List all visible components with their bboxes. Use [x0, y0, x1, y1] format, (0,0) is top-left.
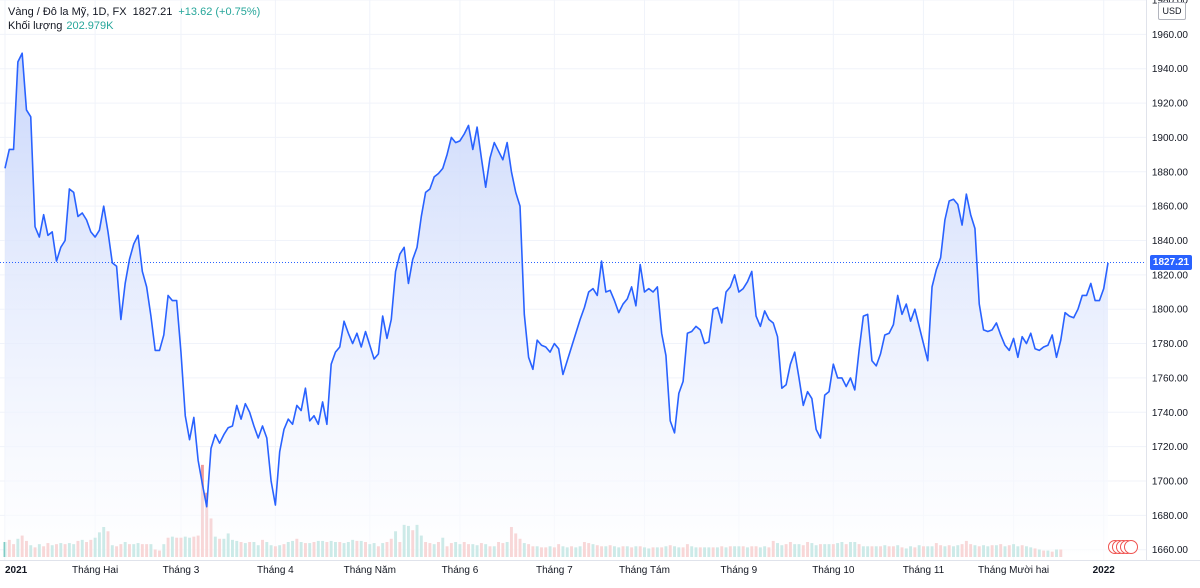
x-tick-label: 2022 [1093, 565, 1116, 576]
x-tick-label: Tháng 4 [257, 565, 294, 576]
y-tick-label: 1960.00 [1152, 30, 1189, 41]
x-tick-label: Tháng 11 [903, 565, 945, 576]
last-price-tag: 1827.21 [1150, 254, 1192, 270]
volume-row: Khối lượng 202.979K [8, 19, 260, 33]
y-tick-label: 1840.00 [1152, 236, 1189, 247]
x-tick-label: Tháng 7 [536, 565, 573, 576]
symbol-row: Vàng / Đô la Mỹ, 1D, FX 1827.21 +13.62 (+0… [8, 5, 260, 19]
x-axis[interactable]: 2021 Tháng Hai Tháng 3 Tháng 4 Tháng Năm Thán… [5, 565, 1115, 576]
y-tick-label: 1820.00 [1152, 270, 1189, 281]
y-tick-label: 1860.00 [1152, 202, 1189, 213]
x-tick-label: Tháng Năm [344, 565, 396, 576]
x-tick-label: Tháng Tám [619, 565, 670, 576]
y-tick-label: 1740.00 [1152, 408, 1189, 419]
chart-legend: Vàng / Đô la Mỹ, 1D, FX 1827.21 +13.62 (+0… [8, 5, 260, 33]
y-tick-label: 1780.00 [1152, 339, 1189, 350]
volume-value: 202.979K [66, 20, 114, 32]
x-tick-label: 2021 [5, 565, 28, 576]
x-tick-label: Tháng 10 [812, 565, 855, 576]
x-tick-label: Tháng 3 [163, 565, 200, 576]
y-tick-label: 1880.00 [1152, 167, 1189, 178]
area-layer [4, 52, 1109, 560]
y-tick-label: 1700.00 [1152, 476, 1189, 487]
y-tick-label: 1940.00 [1152, 64, 1189, 75]
legend-last-price: 1827.21 [132, 6, 173, 18]
legend-change: +13.62 (+0.75%) [178, 6, 261, 18]
y-tick-label: 1760.00 [1152, 373, 1189, 384]
symbol-name[interactable]: Vàng / Đô la Mỹ, 1D, FX [8, 6, 127, 18]
price-line [4, 52, 1109, 508]
x-tick-label: Tháng Hai [72, 565, 118, 576]
y-axis[interactable]: 1660.00 1680.00 1700.00 1720.00 1740.00 1760.… [1152, 0, 1189, 556]
volume-label: Khối lượng [8, 20, 63, 32]
x-tick-label: Tháng Mười hai [978, 565, 1049, 576]
y-tick-label: 1660.00 [1152, 545, 1189, 556]
event-flag-icon[interactable] [1124, 540, 1138, 554]
price-area-fill [5, 53, 1108, 560]
y-tick-label: 1680.00 [1152, 511, 1189, 522]
currency-label[interactable]: USD [1158, 2, 1186, 20]
x-tick-label: Tháng 6 [442, 565, 479, 576]
y-tick-label: 1800.00 [1152, 305, 1189, 316]
y-tick-label: 1900.00 [1152, 133, 1189, 144]
y-tick-label: 1920.00 [1152, 99, 1189, 110]
y-tick-label: 1720.00 [1152, 442, 1189, 453]
x-tick-label: Tháng 9 [721, 565, 758, 576]
